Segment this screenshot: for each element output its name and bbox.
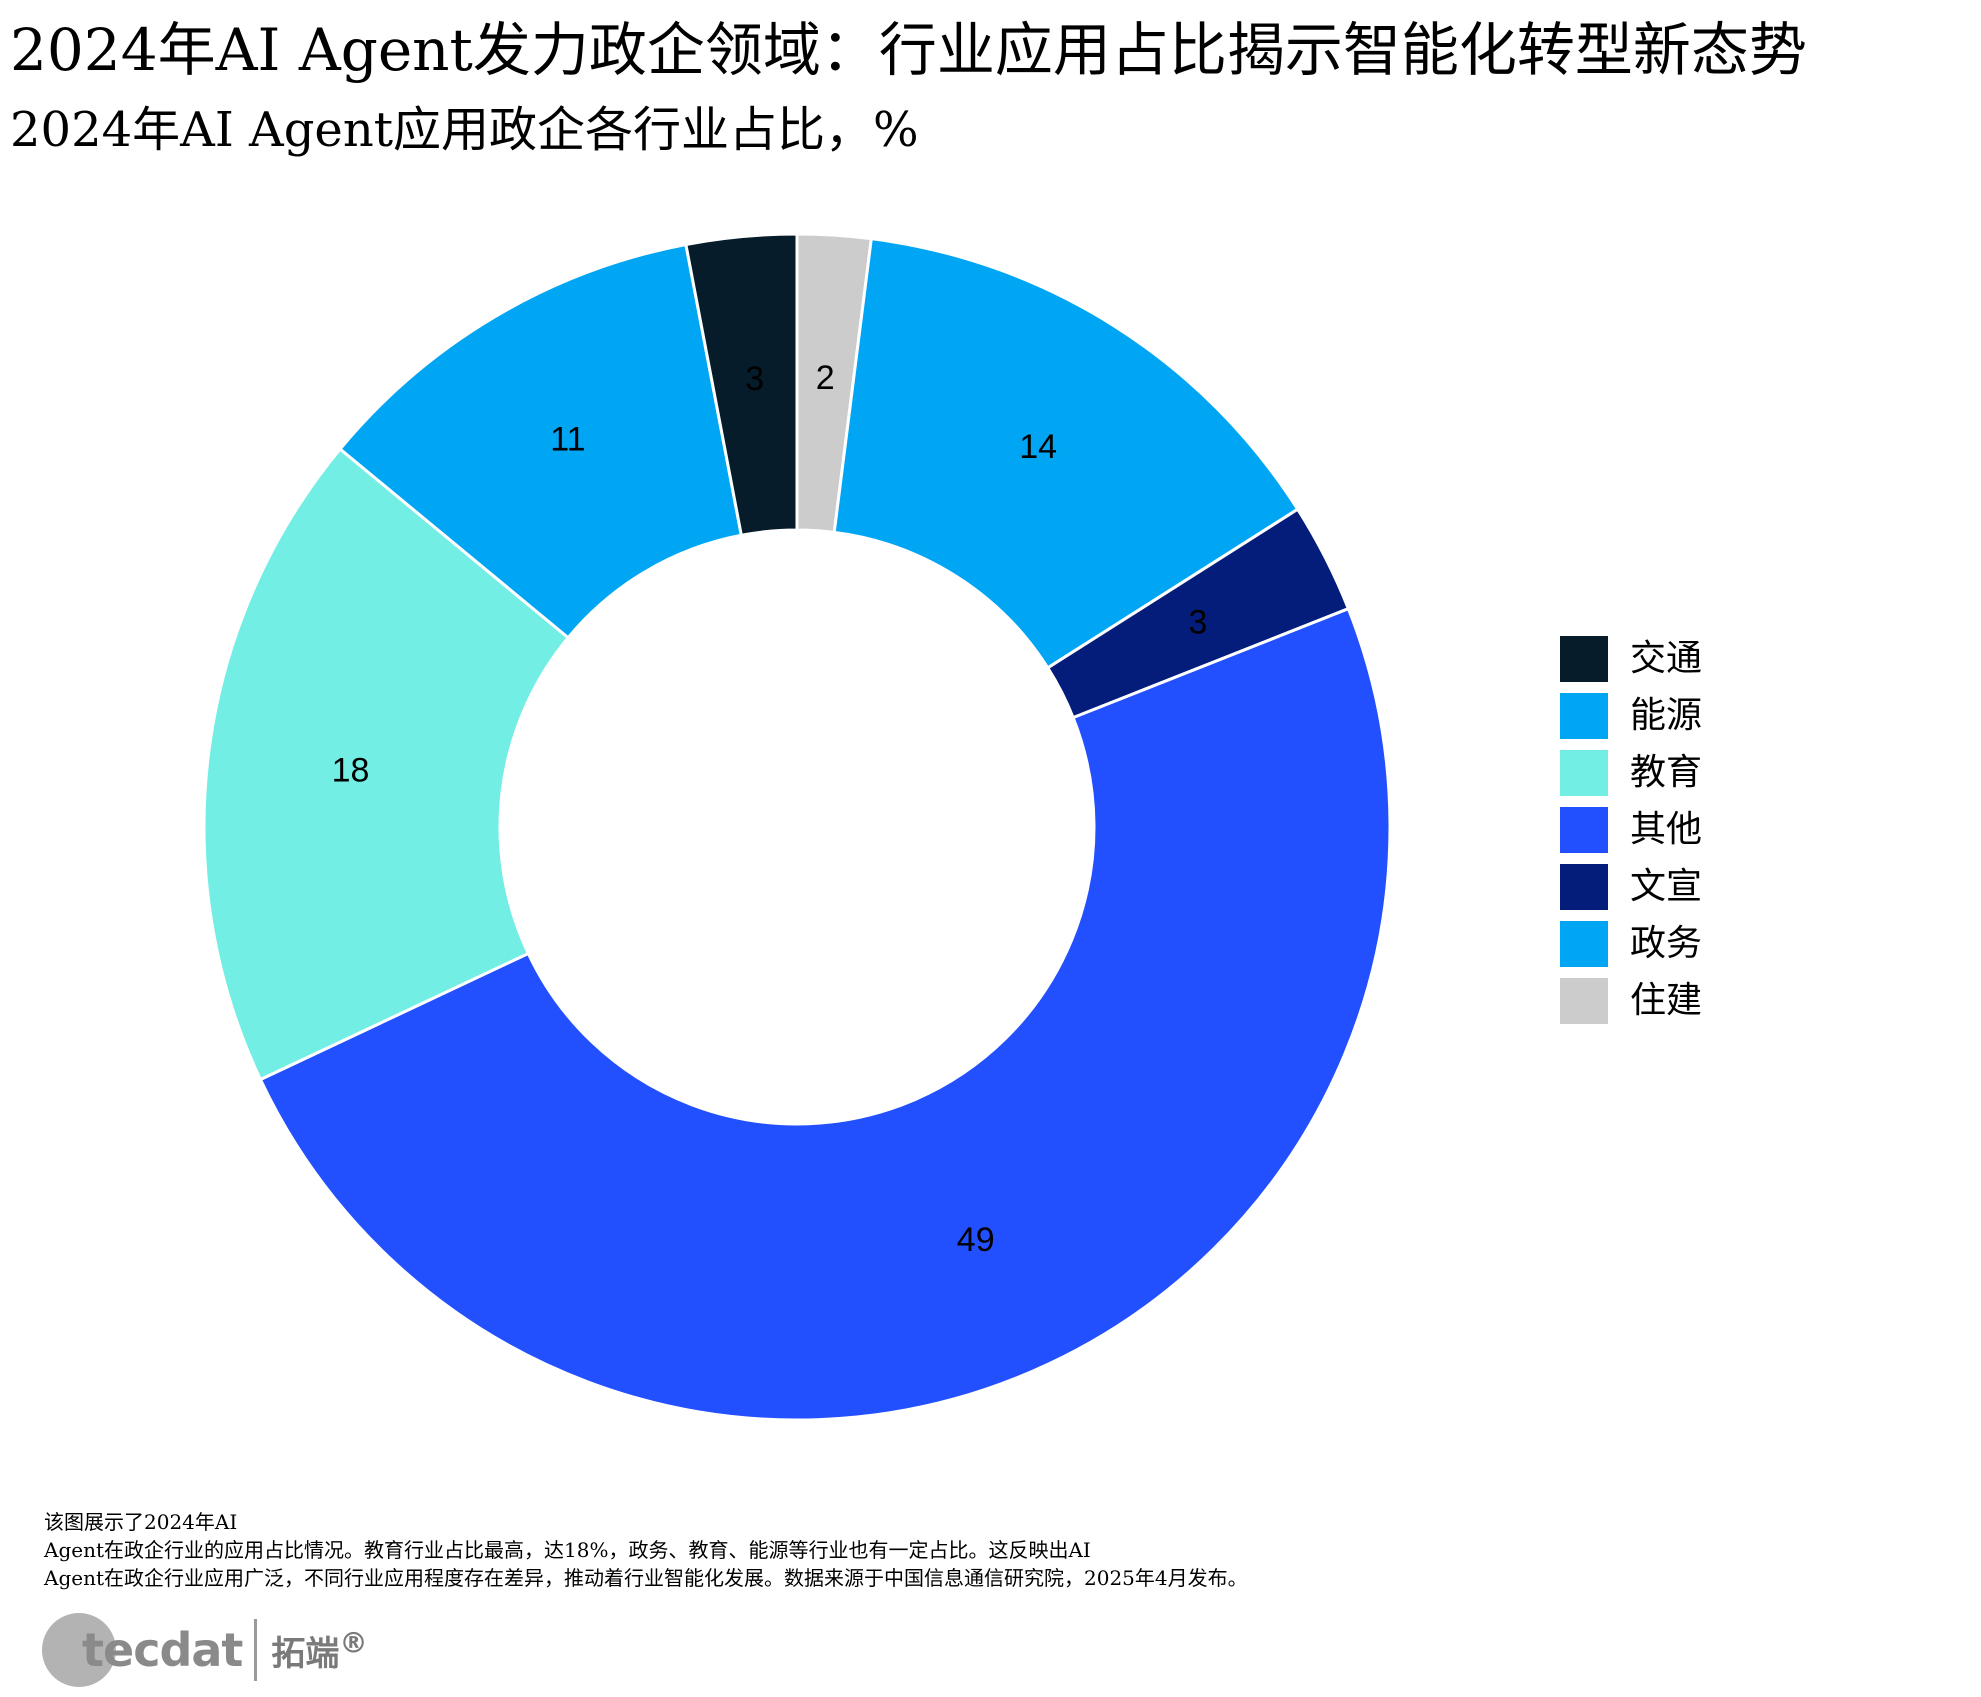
logo-divider [254,1619,258,1681]
legend-item-其他: 其他 [1560,801,1702,858]
slice-教育 [202,446,571,1082]
legend-swatch [1560,749,1608,796]
legend-item-住建: 住建 [1560,972,1702,1029]
note-line-2: Agent在政企行业的应用占比情况。教育行业占比最高，达18%，政务、教育、能源… [44,1538,1091,1562]
legend: 交通能源教育其他文宣政务住建 [1560,630,1702,1029]
slice-labels: 2 14 3 49 18 11 3 [332,359,1208,1259]
logo-cn: 拓端® [271,1626,367,1675]
tecdat-logo: tecdat 拓端® [42,1610,368,1690]
legend-swatch [1560,692,1608,739]
legend-item-交通: 交通 [1560,630,1702,687]
registered-mark: ® [339,1626,368,1660]
legend-item-教育: 教育 [1560,744,1702,801]
slice-label-交通: 3 [745,360,764,398]
slice-label-政务: 14 [1019,428,1057,466]
slice-交通 [684,232,799,538]
slice-label-住建: 2 [816,359,835,397]
slice-label-教育: 18 [332,752,370,790]
chart-note: 该图展示了2024年AI Agent在政企行业的应用占比情况。教育行业占比最高，… [44,1508,1248,1592]
slice-label-其他: 49 [957,1221,995,1259]
legend-swatch [1560,977,1608,1024]
slice-label-文宣: 3 [1188,604,1207,642]
note-line-1: 该图展示了2024年AI [44,1510,238,1534]
legend-swatch [1560,806,1608,853]
legend-item-能源: 能源 [1560,687,1702,744]
slice-label-能源: 11 [550,421,585,459]
logo-cn-text: 拓端 [271,1633,340,1674]
legend-item-政务: 政务 [1560,915,1702,972]
chart-subtitle: 2024年AI Agent应用政企各行业占比，% [10,102,919,158]
legend-label: 住建 [1630,979,1703,1021]
slice-政务 [832,236,1300,670]
donut-slices [202,232,1392,1422]
logo-text: tecdat [82,1623,243,1677]
legend-label: 政务 [1630,922,1703,964]
legend-swatch [1560,863,1608,910]
legend-item-文宣: 文宣 [1560,858,1702,915]
slice-能源 [337,242,744,640]
legend-label: 其他 [1630,808,1703,850]
legend-swatch [1560,635,1608,682]
legend-label: 教育 [1630,751,1703,793]
note-line-3: Agent在政企行业应用广泛，不同行业应用程度存在差异，推动着行业智能化发展。数… [44,1566,1248,1590]
legend-label: 能源 [1630,694,1703,736]
chart-title: 2024年AI Agent发力政企领域：行业应用占比揭示智能化转型新态势 [10,16,1807,84]
legend-label: 文宣 [1630,865,1703,907]
legend-swatch [1560,920,1608,967]
logo-circle-icon [42,1613,116,1687]
slice-其他 [258,606,1392,1422]
donut-chart: 2 14 3 49 18 11 3 [202,232,1392,1422]
legend-label: 交通 [1630,637,1703,679]
